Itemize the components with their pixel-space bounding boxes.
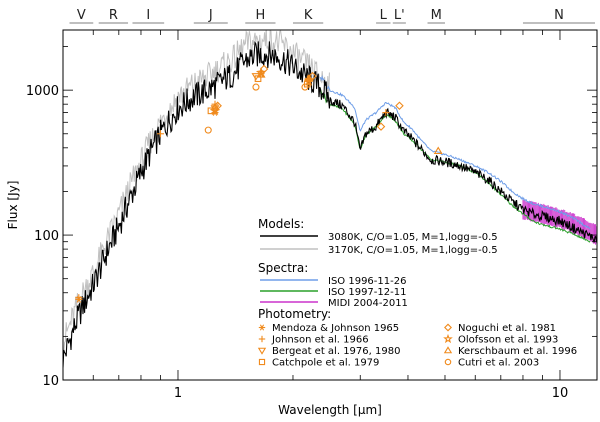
photometry-point-6-2 bbox=[304, 74, 314, 82]
circle-shape bbox=[204, 126, 212, 134]
band-label-6: L bbox=[380, 8, 388, 23]
legend-photometry-label-3: Catchpole et al. 1979 bbox=[272, 358, 379, 369]
legend-spectra-title: Spectra: bbox=[258, 261, 308, 275]
y-tick-label-1: 100 bbox=[34, 229, 59, 244]
legend-photometry-label-2: Bergeat et al. 1976, 1980 bbox=[272, 346, 400, 357]
triangle-up-shape bbox=[210, 102, 220, 111]
photometric-bands: V R I J H K L L' M N bbox=[69, 8, 595, 24]
x-tick-label-1: 10 bbox=[552, 386, 569, 401]
legend-spectrum-label-1: ISO 1997-12-11 bbox=[328, 287, 406, 298]
legend-spectrum-label-0: ISO 1996-11-26 bbox=[328, 276, 406, 287]
photometry-point-1-5 bbox=[382, 109, 390, 117]
photometry-point-4-4 bbox=[395, 101, 404, 111]
square-shape bbox=[258, 358, 266, 366]
photometry-point-1-0 bbox=[75, 294, 83, 302]
triangle-up-shape bbox=[256, 70, 266, 78]
photometry-point-7-2 bbox=[301, 83, 309, 91]
photometry-point-6-1 bbox=[256, 70, 266, 78]
band-label-1: R bbox=[109, 8, 118, 23]
legend-photometry-marker-4 bbox=[444, 323, 452, 332]
band-label-4: H bbox=[255, 8, 265, 23]
square-shape bbox=[207, 107, 215, 115]
band-label-0: V bbox=[77, 8, 86, 23]
x-axis-title: Wavelength [μm] bbox=[278, 403, 382, 417]
legend-photometry-marker-0 bbox=[258, 324, 266, 331]
triangle-down-shape bbox=[257, 347, 267, 355]
photometry-point-1-1 bbox=[157, 130, 165, 138]
legend-photometry-marker-1 bbox=[258, 335, 266, 343]
star-shape bbox=[443, 333, 453, 344]
y-axis-title: Flux [Jy] bbox=[6, 181, 20, 230]
asterisk-stroke bbox=[259, 324, 265, 331]
triangle-up-shape bbox=[443, 346, 453, 354]
photometry-point-7-1 bbox=[252, 83, 260, 91]
y-tick-label-0: 10 bbox=[42, 374, 59, 389]
tick-marks: 1 10 10 100 1000 bbox=[26, 30, 597, 401]
legend-photometry-label-4: Noguchi et al. 1981 bbox=[458, 323, 556, 334]
circle-shape bbox=[444, 358, 452, 366]
photometry-point-6-0 bbox=[210, 102, 220, 111]
legend-photometry-marker-6 bbox=[443, 346, 453, 354]
legend-photometry-label-7: Cutri et al. 2003 bbox=[458, 358, 539, 369]
legend-model-label-1: 3170K, C/O=1.05, M=1,logg=-0.5 bbox=[328, 245, 498, 256]
x-tick-label-0: 1 bbox=[174, 386, 182, 401]
circle-shape bbox=[252, 83, 260, 91]
series-line-0 bbox=[63, 41, 597, 368]
photometry-point-7-0 bbox=[204, 126, 212, 134]
legend-models-title: Models: bbox=[258, 217, 304, 231]
plot-frame bbox=[62, 29, 598, 381]
legend-photometry-label-5: Olofsson et al. 1993 bbox=[458, 335, 558, 346]
band-label-9: N bbox=[554, 8, 564, 23]
legend: Models: Spectra: Photometry: 3080K, C/O=… bbox=[257, 217, 577, 369]
band-label-5: K bbox=[304, 8, 313, 23]
diamond-shape bbox=[308, 71, 317, 81]
band-label-7: L' bbox=[394, 8, 405, 23]
y-tick-label-2: 1000 bbox=[26, 84, 59, 99]
band-label-2: I bbox=[146, 8, 150, 23]
legend-model-label-0: 3080K, C/O=1.05, M=1,logg=-0.5 bbox=[328, 232, 498, 243]
triangle-up-shape bbox=[304, 74, 314, 82]
band-label-8: M bbox=[431, 8, 442, 23]
photometry-point-5-1 bbox=[255, 67, 267, 78]
circle-shape bbox=[301, 83, 309, 91]
diamond-shape bbox=[395, 101, 404, 111]
diamond-shape bbox=[444, 323, 452, 332]
photometry-point-4-2 bbox=[308, 71, 317, 81]
legend-photometry-label-1: Johnson et al. 1966 bbox=[271, 335, 369, 346]
legend-photometry-label-0: Mendoza & Johnson 1965 bbox=[272, 323, 399, 334]
diamond-shape bbox=[376, 122, 386, 131]
legend-spectrum-label-2: MIDI 2004-2011 bbox=[328, 298, 408, 309]
band-label-3: J bbox=[208, 8, 213, 23]
legend-photometry-label-6: Kerschbaum et al. 1996 bbox=[458, 346, 577, 357]
photometry-point-4-3 bbox=[376, 122, 386, 131]
series-line-2 bbox=[319, 74, 591, 230]
spectra-series bbox=[63, 30, 597, 368]
photometry-points bbox=[75, 64, 443, 303]
star-shape bbox=[255, 67, 267, 78]
legend-photometry-marker-5 bbox=[443, 333, 453, 344]
triangle-up-shape bbox=[433, 146, 443, 155]
legend-photometry-marker-7 bbox=[444, 358, 452, 366]
legend-photometry-marker-2 bbox=[257, 347, 267, 355]
photometry-point-3-0 bbox=[207, 107, 215, 115]
legend-photometry-title: Photometry: bbox=[258, 307, 331, 321]
legend-photometry-marker-3 bbox=[258, 358, 266, 366]
photometry-point-6-3 bbox=[433, 146, 443, 155]
